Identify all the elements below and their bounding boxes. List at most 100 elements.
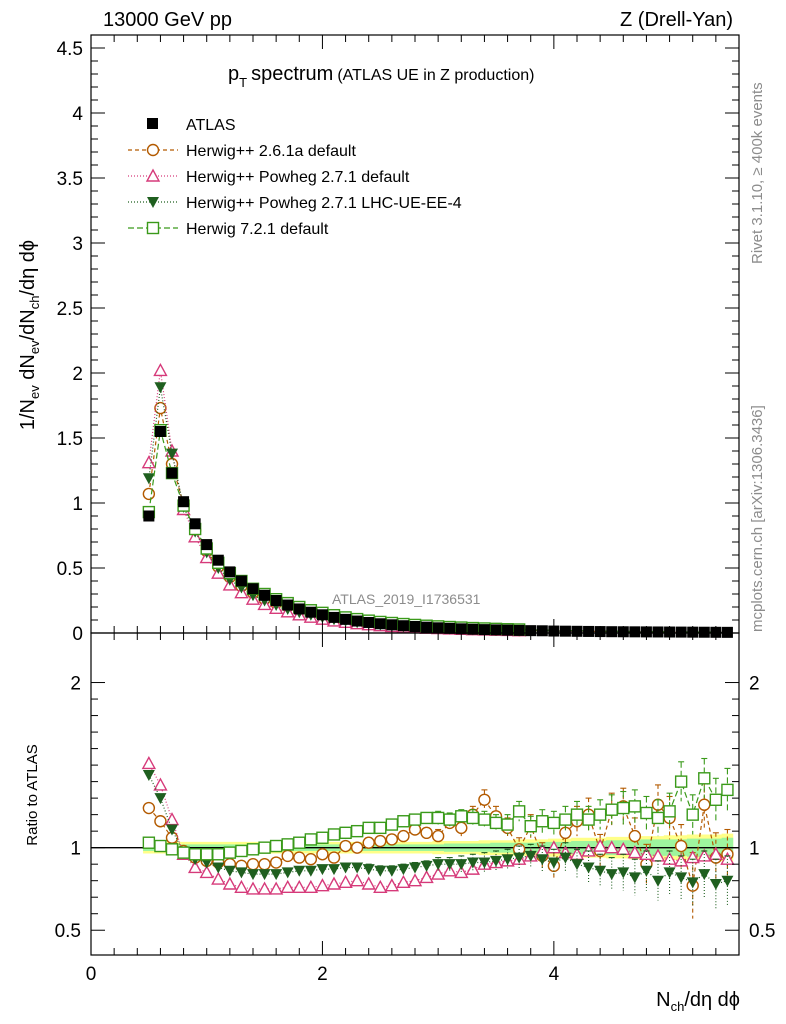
ratio-point-powheg_ue-28 — [466, 857, 479, 869]
ratio-point-herwig261-48 — [698, 798, 711, 811]
point-atlas-24 — [421, 621, 433, 633]
main-ytick-label-1: 0.5 — [57, 559, 83, 580]
ratio-point-herwig721-12 — [281, 838, 294, 851]
ratio-point-powheg_ue-8 — [235, 867, 248, 879]
legend-item-atlas: ATLAS — [147, 117, 236, 134]
point-atlas-7 — [224, 566, 236, 578]
title-sub: T — [239, 75, 247, 90]
ratio-point-herwig721-47 — [686, 808, 699, 821]
ratio-point-powheg_default-50 — [720, 851, 735, 865]
xtick-label-0: 0 — [86, 964, 97, 985]
ratio-point-powheg_ue-38 — [582, 862, 595, 874]
ratio-point-powheg_default-21 — [384, 878, 400, 892]
point-atlas-14 — [305, 606, 317, 618]
ratio-point-herwig721-6 — [212, 848, 225, 861]
ratio-point-powheg_default-9 — [245, 881, 261, 895]
ratio-point-herwig721-20 — [374, 821, 387, 835]
main-ylabel: 1/Nev dNev/dNch/dη dϕ — [17, 240, 42, 430]
point-powheg_default-1 — [153, 362, 168, 377]
ratio-point-powheg_ue-30 — [490, 855, 502, 867]
main-ytick-label-9: 4.5 — [57, 39, 83, 60]
ratio-point-powheg_default-28 — [465, 861, 481, 875]
ratio-point-herwig721-26 — [443, 813, 456, 826]
ratio-ylabel: Ratio to ATLAS — [24, 744, 41, 845]
point-atlas-34 — [536, 625, 548, 637]
point-atlas-44 — [652, 626, 664, 638]
header-right: Z (Drell-Yan) — [620, 9, 733, 31]
point-powheg_ue-2 — [166, 448, 178, 460]
ratio-point-powheg_ue-44 — [652, 875, 664, 887]
ratio-point-powheg_ue-17 — [339, 862, 352, 874]
ratio-point-herwig721-19 — [362, 821, 375, 835]
title-word: spectrum — [251, 63, 333, 85]
ratio-point-powheg_default-4 — [187, 860, 203, 874]
main-ytick-label-3: 1.5 — [57, 429, 83, 450]
ratio-point-powheg_default-1 — [153, 777, 168, 791]
ratio-point-powheg_ue-14 — [304, 865, 317, 877]
ratio-point-powheg_default-11 — [268, 881, 284, 895]
ratio-point-powheg_default-23 — [407, 873, 423, 887]
ratio-point-powheg_default-25 — [430, 866, 446, 880]
ratio-point-herwig721-44 — [651, 811, 665, 825]
ratio-point-herwig261-20 — [374, 834, 387, 848]
ratio-point-herwig721-29 — [478, 813, 491, 826]
ratio-point-powheg_ue-37 — [571, 859, 583, 871]
legend-item-powheg-default: Herwig++ Powheg 2.7.1 default — [128, 168, 410, 186]
legend-marker-powheg-ue — [147, 197, 159, 208]
ratio-point-herwig261-15 — [316, 848, 329, 861]
ratio-point-herwig261-10 — [258, 857, 271, 871]
point-atlas-22 — [397, 620, 409, 632]
xlabel-part-1: ch — [671, 999, 685, 1014]
ratio-point-powheg_ue-32 — [513, 852, 526, 864]
point-atlas-48 — [698, 626, 710, 638]
ratio-point-powheg_ue-7 — [223, 865, 236, 877]
ratio-point-herwig721-17 — [339, 826, 352, 840]
ylabel-part-6: /dη dϕ — [17, 240, 39, 296]
main-ytick-label-6: 3 — [72, 234, 83, 255]
point-atlas-46 — [675, 626, 687, 638]
ratio-point-herwig261-22 — [397, 829, 410, 843]
ratio-point-herwig261-13 — [293, 851, 306, 864]
point-atlas-6 — [212, 554, 224, 566]
point-atlas-38 — [583, 625, 595, 637]
ratio-point-herwig721-35 — [547, 816, 561, 830]
ratio-point-herwig721-2 — [165, 843, 179, 856]
ratio-point-powheg_default-24 — [419, 869, 434, 884]
ratio-point-powheg_ue-26 — [443, 859, 456, 871]
ratio-point-powheg_ue-21 — [385, 865, 398, 877]
xlabel-part-0: N — [656, 989, 670, 1011]
ratio-ytick-label-2: 2 — [70, 674, 81, 695]
ratio-point-powheg_default-27 — [454, 864, 469, 879]
ratio-point-herwig261-16 — [327, 851, 341, 864]
ratio-point-herwig261-9 — [246, 857, 260, 871]
legend-marker-herwig261 — [146, 143, 160, 157]
ratio-point-powheg_ue-35 — [547, 857, 560, 869]
ratio-point-powheg_default-43 — [639, 846, 654, 860]
point-herwig261-1 — [154, 401, 167, 415]
ratio-point-herwig721-1 — [154, 839, 167, 853]
ratio-point-herwig721-18 — [350, 824, 364, 838]
ratio-point-powheg_ue-49 — [709, 878, 722, 890]
ylabel-part-0: 1/N — [17, 399, 39, 430]
ratio-point-herwig721-22 — [397, 815, 410, 828]
main-ytick-label-0: 0 — [72, 624, 83, 645]
ratio-point-powheg_default-0 — [141, 755, 157, 770]
ratio-point-herwig261-12 — [281, 849, 294, 863]
ratio-point-herwig721-36 — [559, 813, 572, 826]
ratio-point-powheg_ue-29 — [478, 857, 491, 869]
point-atlas-1 — [154, 426, 166, 437]
point-atlas-17 — [340, 613, 352, 625]
point-atlas-32 — [513, 624, 525, 636]
ratio-point-powheg_default-42 — [627, 845, 643, 859]
point-atlas-8 — [235, 575, 247, 587]
point-atlas-42 — [629, 626, 641, 638]
ratio-point-herwig721-28 — [466, 811, 480, 825]
title-note: (ATLAS UE in Z production) — [337, 67, 534, 84]
ratio-point-herwig261-21 — [385, 833, 399, 846]
ratio-point-herwig261-42 — [628, 829, 642, 843]
ratio-point-powheg_ue-16 — [328, 864, 340, 876]
ratio-point-powheg_default-17 — [338, 874, 353, 889]
watermark: ATLAS_2019_I1736531 — [332, 591, 481, 607]
point-powheg_ue-0 — [142, 473, 155, 485]
ratio-frame — [90, 632, 740, 956]
